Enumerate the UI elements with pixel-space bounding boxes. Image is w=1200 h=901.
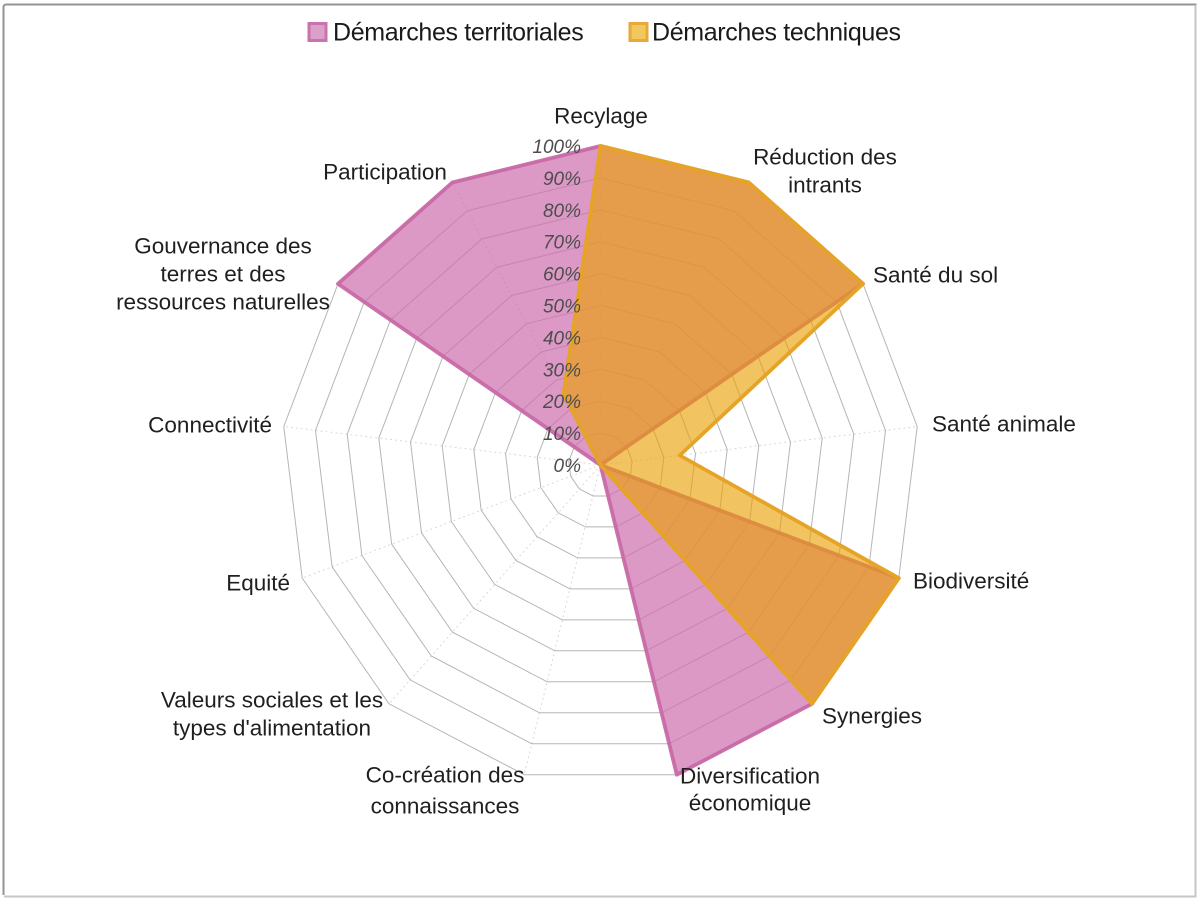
svg-text:intrants: intrants	[788, 173, 862, 198]
svg-text:20%: 20%	[542, 392, 581, 413]
svg-text:30%: 30%	[543, 360, 581, 381]
svg-text:connaissances: connaissances	[371, 794, 520, 819]
svg-text:100%: 100%	[532, 137, 581, 158]
svg-text:80%: 80%	[543, 201, 581, 222]
svg-text:10%: 10%	[543, 424, 581, 445]
svg-text:Recylage: Recylage	[554, 104, 648, 129]
svg-text:Equité: Equité	[226, 571, 290, 596]
svg-text:Démarches territoriales: Démarches territoriales	[333, 18, 583, 46]
svg-text:Valeurs sociales et les: Valeurs sociales et les	[161, 688, 383, 713]
svg-text:50%: 50%	[543, 297, 581, 318]
svg-text:Diversification: Diversification	[680, 764, 820, 789]
svg-text:60%: 60%	[543, 265, 581, 286]
svg-text:0%: 0%	[554, 456, 582, 477]
svg-text:Biodiversité: Biodiversité	[913, 569, 1029, 594]
svg-text:90%: 90%	[543, 169, 581, 190]
svg-text:Synergies: Synergies	[822, 704, 922, 729]
svg-text:économique: économique	[689, 791, 812, 816]
svg-text:Démarches techniques: Démarches techniques	[652, 18, 901, 46]
svg-text:types d'alimentation: types d'alimentation	[173, 716, 371, 741]
svg-text:Gouvernance des: Gouvernance des	[134, 234, 312, 259]
svg-text:Santé animale: Santé animale	[932, 412, 1076, 437]
svg-text:Co-création des: Co-création des	[366, 763, 525, 788]
svg-text:Santé du sol: Santé du sol	[873, 263, 998, 288]
svg-text:70%: 70%	[543, 233, 581, 254]
svg-text:40%: 40%	[543, 328, 581, 349]
svg-text:terres et des: terres et des	[160, 262, 285, 287]
svg-text:Réduction des: Réduction des	[753, 145, 897, 170]
svg-text:ressources naturelles: ressources naturelles	[116, 290, 330, 315]
svg-text:Connectivité: Connectivité	[148, 413, 272, 438]
svg-text:Participation: Participation	[323, 160, 447, 185]
